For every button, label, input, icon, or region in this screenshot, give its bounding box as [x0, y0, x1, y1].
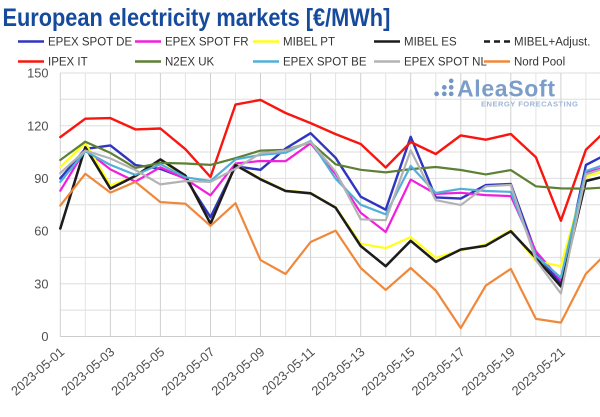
svg-text:120: 120	[27, 118, 48, 133]
svg-text:European electricity markets [: European electricity markets [€/MWh]	[3, 4, 391, 32]
svg-text:30: 30	[34, 276, 48, 291]
svg-text:EPEX SPOT FR: EPEX SPOT FR	[165, 36, 249, 48]
svg-text:90: 90	[34, 171, 48, 186]
svg-text:Nord Pool: Nord Pool	[514, 56, 565, 68]
svg-text:EPEX SPOT BE: EPEX SPOT BE	[283, 56, 367, 68]
svg-text:N2EX UK: N2EX UK	[165, 56, 215, 68]
svg-text:AleaSoft: AleaSoft	[457, 76, 555, 102]
svg-text:EPEX SPOT DE: EPEX SPOT DE	[48, 36, 132, 48]
svg-text:IPEX IT: IPEX IT	[48, 56, 88, 68]
svg-text:MIBEL+Adjust.: MIBEL+Adjust.	[514, 36, 590, 48]
svg-text:MIBEL ES: MIBEL ES	[404, 36, 457, 48]
svg-text:150: 150	[27, 66, 48, 81]
svg-text:60: 60	[34, 224, 48, 239]
svg-text:MIBEL PT: MIBEL PT	[283, 36, 335, 48]
svg-text:EPEX SPOT NL: EPEX SPOT NL	[404, 56, 487, 68]
svg-text:0: 0	[41, 329, 48, 344]
svg-text:ENERGY FORECASTING: ENERGY FORECASTING	[481, 100, 578, 109]
